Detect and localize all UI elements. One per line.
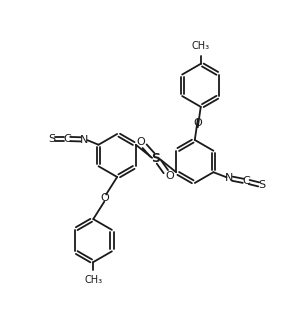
Text: C: C [63, 134, 71, 144]
Text: O: O [136, 137, 145, 147]
Text: O: O [194, 118, 202, 128]
Text: O: O [165, 171, 174, 181]
Text: N: N [225, 173, 233, 183]
Text: N: N [80, 134, 89, 145]
Text: S: S [152, 152, 160, 165]
Text: C: C [242, 176, 250, 186]
Text: CH₃: CH₃ [192, 41, 210, 51]
Text: S: S [258, 180, 265, 190]
Text: O: O [101, 193, 110, 203]
Text: CH₃: CH₃ [84, 275, 102, 285]
Text: S: S [48, 134, 55, 144]
